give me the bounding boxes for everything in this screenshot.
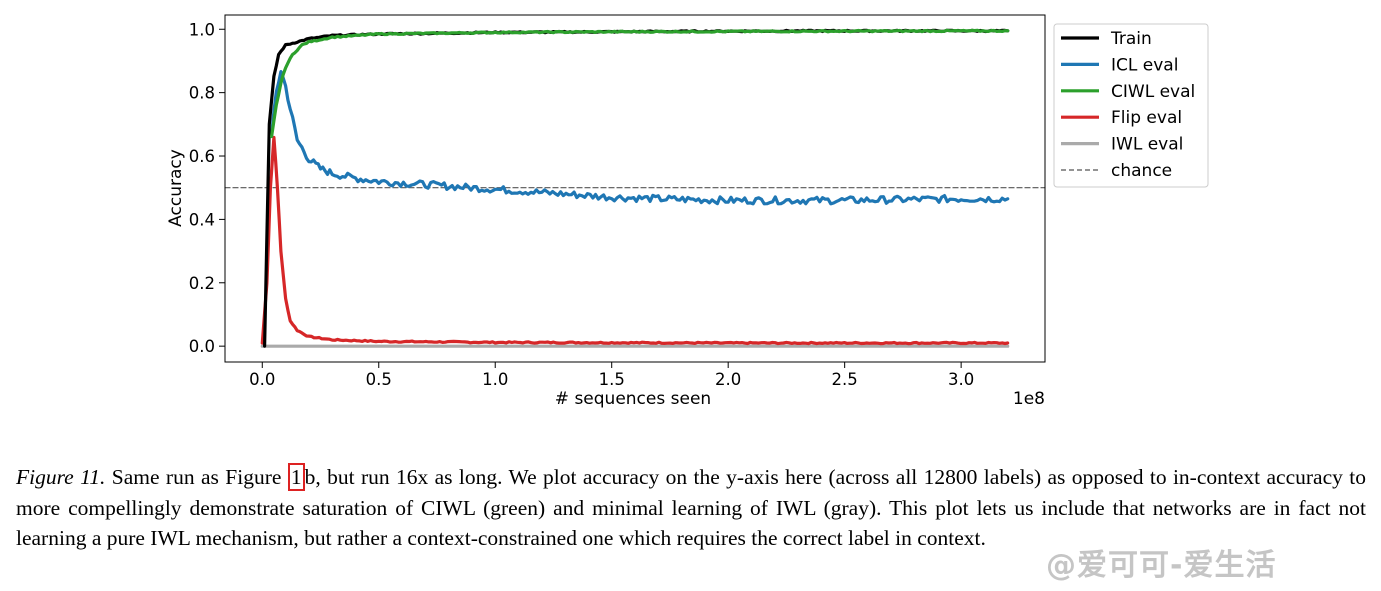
caption-text-1: Same run as Figure — [105, 465, 288, 489]
y-tick-label: 0.6 — [189, 147, 215, 166]
y-tick-label: 0.2 — [189, 274, 215, 293]
x-tick-label: 3.0 — [948, 370, 974, 389]
x-tick-label: 1.0 — [482, 370, 508, 389]
y-axis-label: Accuracy — [166, 149, 186, 227]
plot-frame — [224, 14, 1046, 363]
series-line-flip-eval — [260, 135, 1010, 346]
x-tick-label: 2.5 — [832, 370, 858, 389]
x-tick-label: 1.5 — [599, 370, 625, 389]
x-axis-label: # sequences seen — [555, 389, 711, 409]
legend-label-icl-eval: ICL eval — [1111, 55, 1178, 75]
accuracy-line-chart: 0.0 0.5 1.0 1.5 2.0 2.5 3.0 0.0 0.2 0.4 0.6 0.8 1.0… — [166, 14, 1209, 409]
legend-label-iwl-eval: IWL eval — [1111, 135, 1183, 155]
watermark: @爱可可-爱生活 — [1046, 548, 1277, 583]
legend-label-flip-eval: Flip eval — [1111, 108, 1182, 128]
caption-lead: Figure 11. — [16, 465, 106, 489]
x-axis: 0.0 0.5 1.0 1.5 2.0 2.5 3.0 — [249, 362, 974, 389]
series-lines — [224, 28, 1046, 348]
series-line-ciwl-eval — [270, 28, 1010, 139]
x-tick-label: 0.5 — [366, 370, 392, 389]
y-axis: 0.0 0.2 0.4 0.6 0.8 1.0 — [189, 20, 225, 356]
legend-label-train: Train — [1110, 29, 1152, 49]
y-tick-label: 0.0 — [189, 337, 215, 356]
y-tick-label: 0.4 — [189, 210, 215, 229]
y-tick-label: 1.0 — [189, 20, 215, 39]
series-line-icl-eval — [270, 70, 1010, 206]
figure-caption: Figure 11. Same run as Figure 1 b, but ru… — [16, 462, 1366, 554]
legend: Train ICL eval CIWL eval Flip eval IWL eval c… — [1053, 23, 1209, 188]
x-tick-label: 0.0 — [249, 370, 275, 389]
legend-label-chance: chance — [1111, 161, 1172, 181]
x-axis-offset-label: 1e8 — [1013, 389, 1045, 409]
legend-label-ciwl-eval: CIWL eval — [1111, 82, 1195, 102]
figure-reference-link[interactable]: 1 — [287, 463, 305, 491]
y-tick-label: 0.8 — [189, 84, 215, 103]
caption-text-2: b, but run 16x as long. We plot accuracy… — [16, 465, 1367, 550]
x-tick-label: 2.0 — [715, 370, 741, 389]
